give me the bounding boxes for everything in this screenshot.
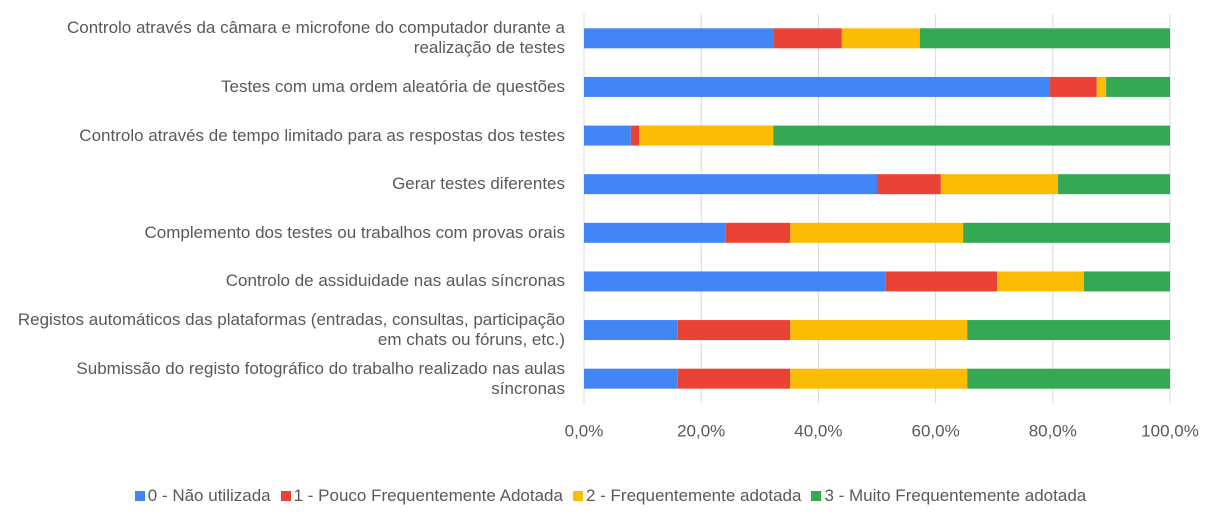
bar-segment: [940, 174, 1059, 195]
x-tick-label: 0,0%: [565, 421, 604, 440]
bar-segment: [773, 125, 1170, 146]
bar-segment: [790, 222, 964, 243]
y-tick-label: Complemento dos testes ou trabalhos com …: [144, 222, 565, 242]
bar-segment: [1049, 76, 1097, 97]
bar-segment: [841, 28, 920, 49]
legend-item: 1 - Pouco Frequentemente Adotada: [280, 486, 563, 506]
bar-segment: [963, 222, 1170, 243]
legend-swatch: [280, 491, 291, 501]
bar-segment: [773, 28, 842, 49]
x-tick-label: 60,0%: [911, 421, 959, 440]
legend-item: 3 - Muito Frequentemente adotada: [811, 486, 1086, 506]
y-tick-label: Controlo de assiduidade nas aulas síncro…: [225, 271, 565, 291]
y-tick-label: Testes com uma ordem aleatória de questõ…: [221, 76, 565, 96]
bar-segment: [997, 271, 1084, 292]
y-tick-label: Controlo através de tempo limitado para …: [79, 125, 565, 145]
legend-label: 0 - Não utilizada: [147, 486, 271, 505]
legend-swatch: [811, 491, 822, 501]
bar-segment: [584, 368, 678, 389]
bar-segment: [584, 271, 886, 292]
bar-segment: [790, 368, 968, 389]
bar-segment: [1106, 76, 1170, 97]
legend-item: 2 - Frequentemente adotada: [572, 486, 802, 506]
bar-segment: [584, 125, 631, 146]
legend-label: 1 - Pouco Frequentemente Adotada: [293, 486, 563, 505]
y-tick-label: Submissão do registo fotográfico do trab…: [76, 358, 565, 398]
bar-segment: [967, 368, 1170, 389]
legend-swatch: [134, 491, 145, 501]
bar-segment: [584, 320, 678, 341]
bar-segment: [639, 125, 774, 146]
legend: 0 - Não utilizada 1 - Pouco Frequentement…: [0, 486, 1221, 506]
bar-segment: [725, 222, 791, 243]
bar-segment: [584, 222, 726, 243]
bar-segment: [677, 368, 791, 389]
x-tick-label: 20,0%: [677, 421, 725, 440]
x-tick-label: 40,0%: [794, 421, 842, 440]
bar-segment: [790, 320, 968, 341]
bar-segment: [1096, 76, 1107, 97]
legend-swatch: [572, 491, 583, 501]
bar-segment: [885, 271, 998, 292]
y-tick-label: Gerar testes diferentes: [392, 174, 565, 194]
bar-segment: [584, 174, 877, 195]
bar-segment: [584, 28, 774, 49]
legend-label: 2 - Frequentemente adotada: [585, 486, 802, 505]
bar-segment: [677, 320, 791, 341]
bar-segment: [584, 76, 1050, 97]
bar-segment: [967, 320, 1170, 341]
legend-label: 3 - Muito Frequentemente adotada: [824, 486, 1087, 505]
bar-segment: [630, 125, 640, 146]
bar-segment: [1058, 174, 1170, 195]
bar-segment: [1083, 271, 1170, 292]
bar-segment: [877, 174, 941, 195]
x-tick-label: 80,0%: [1029, 421, 1077, 440]
y-tick-label: Registos automáticos das plataformas (en…: [17, 310, 565, 350]
legend-item: 0 - Não utilizada: [134, 486, 271, 506]
y-tick-label: Controlo através da câmara e microfone d…: [67, 18, 565, 58]
x-tick-label: 100,0%: [1141, 421, 1199, 440]
bar-segment: [919, 28, 1170, 49]
